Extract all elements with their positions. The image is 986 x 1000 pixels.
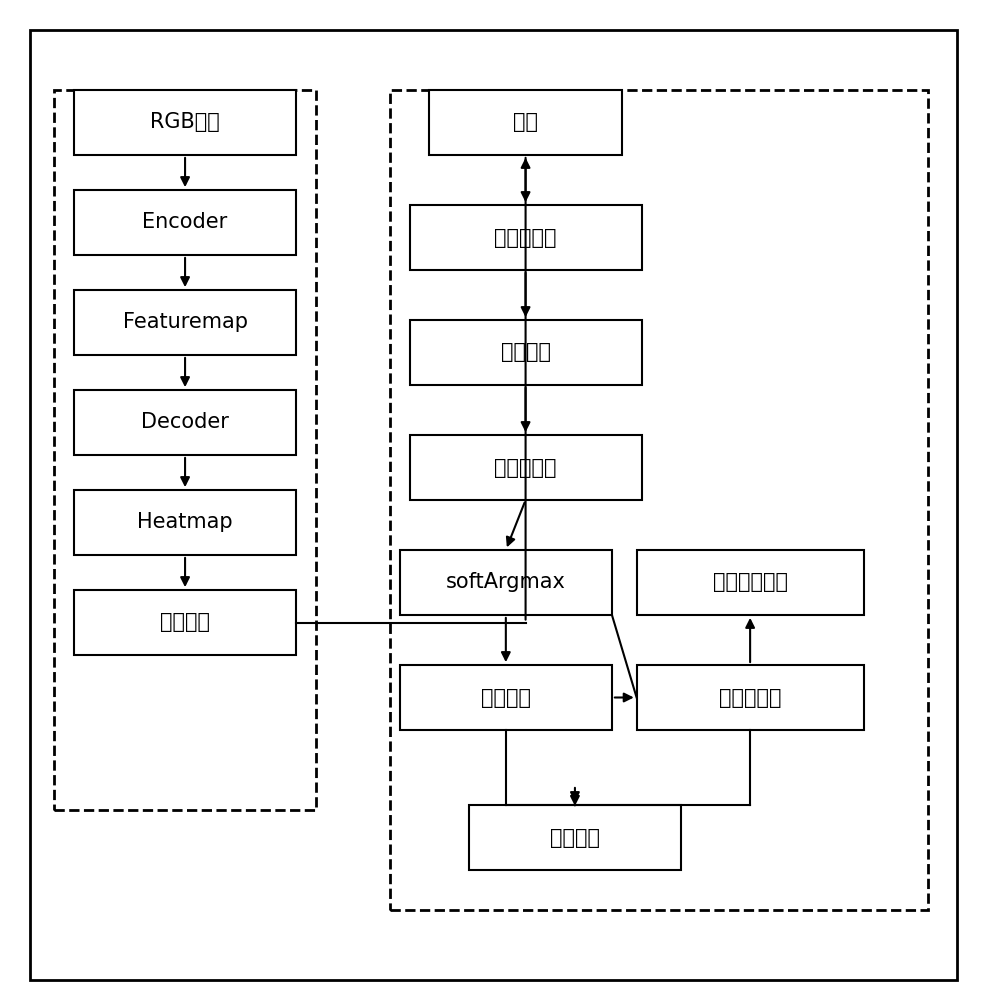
Text: softArgmax: softArgmax — [446, 572, 565, 592]
Bar — [74, 90, 296, 155]
Bar — [409, 435, 641, 500]
Bar — [74, 290, 296, 355]
Bar — [74, 490, 296, 555]
Bar — [399, 550, 611, 615]
Bar — [74, 590, 296, 655]
Bar — [54, 90, 316, 810]
Bar — [74, 190, 296, 255]
Bar — [468, 805, 680, 870]
Text: 焊带裁剪图: 焊带裁剪图 — [494, 228, 556, 247]
Text: Featuremap: Featuremap — [122, 312, 247, 332]
Text: 形态学操作: 形态学操作 — [494, 458, 556, 478]
Text: 边缘检测: 边缘检测 — [500, 342, 550, 362]
Text: RGB图片: RGB图片 — [150, 112, 220, 132]
Bar — [636, 665, 863, 730]
Text: 图像矫正: 图像矫正 — [160, 612, 210, 633]
Bar — [74, 390, 296, 455]
Bar — [409, 205, 641, 270]
Bar — [389, 90, 927, 910]
Bar — [429, 90, 621, 155]
Text: Encoder: Encoder — [142, 213, 228, 232]
Text: 偏移检测: 偏移检测 — [549, 828, 599, 848]
Text: Decoder: Decoder — [141, 412, 229, 432]
Text: 多项式拟合: 多项式拟合 — [718, 688, 781, 708]
Bar — [636, 550, 863, 615]
Text: 直线拟合: 直线拟合 — [480, 688, 530, 708]
Text: 裁剪: 裁剪 — [513, 112, 537, 132]
Text: 拟合程度评价: 拟合程度评价 — [712, 572, 787, 592]
Bar — [399, 665, 611, 730]
Bar — [409, 320, 641, 385]
Text: Heatmap: Heatmap — [137, 512, 233, 532]
